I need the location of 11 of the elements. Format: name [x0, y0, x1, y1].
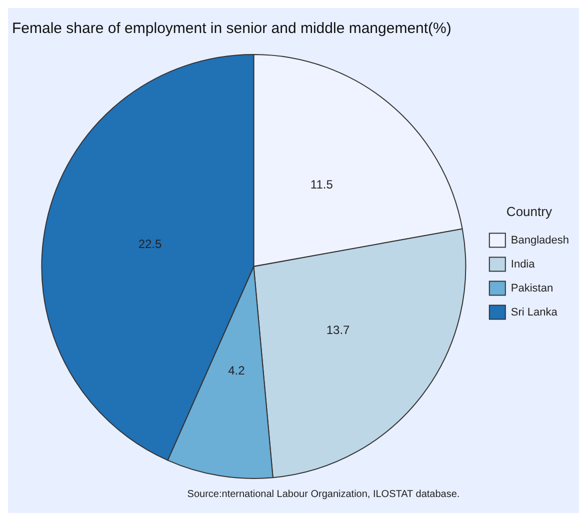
- legend-label: Pakistan: [510, 282, 554, 294]
- data-label: 4.2: [228, 363, 246, 378]
- data-label: 13.7: [326, 323, 350, 338]
- source-note: Source:nternational Labour Organization, ILOSTAT database.: [186, 489, 461, 500]
- data-label: 11.5: [310, 177, 334, 192]
- data-label: 22.5: [138, 236, 162, 251]
- legend-title: Country: [506, 204, 552, 219]
- legend-label: Sri Lanka: [510, 306, 558, 318]
- legend-label: India: [510, 258, 536, 270]
- legend-label: Bangladesh: [510, 234, 570, 246]
- chart-title: Female share of employment in senior and middle mangement(%): [11, 19, 452, 39]
